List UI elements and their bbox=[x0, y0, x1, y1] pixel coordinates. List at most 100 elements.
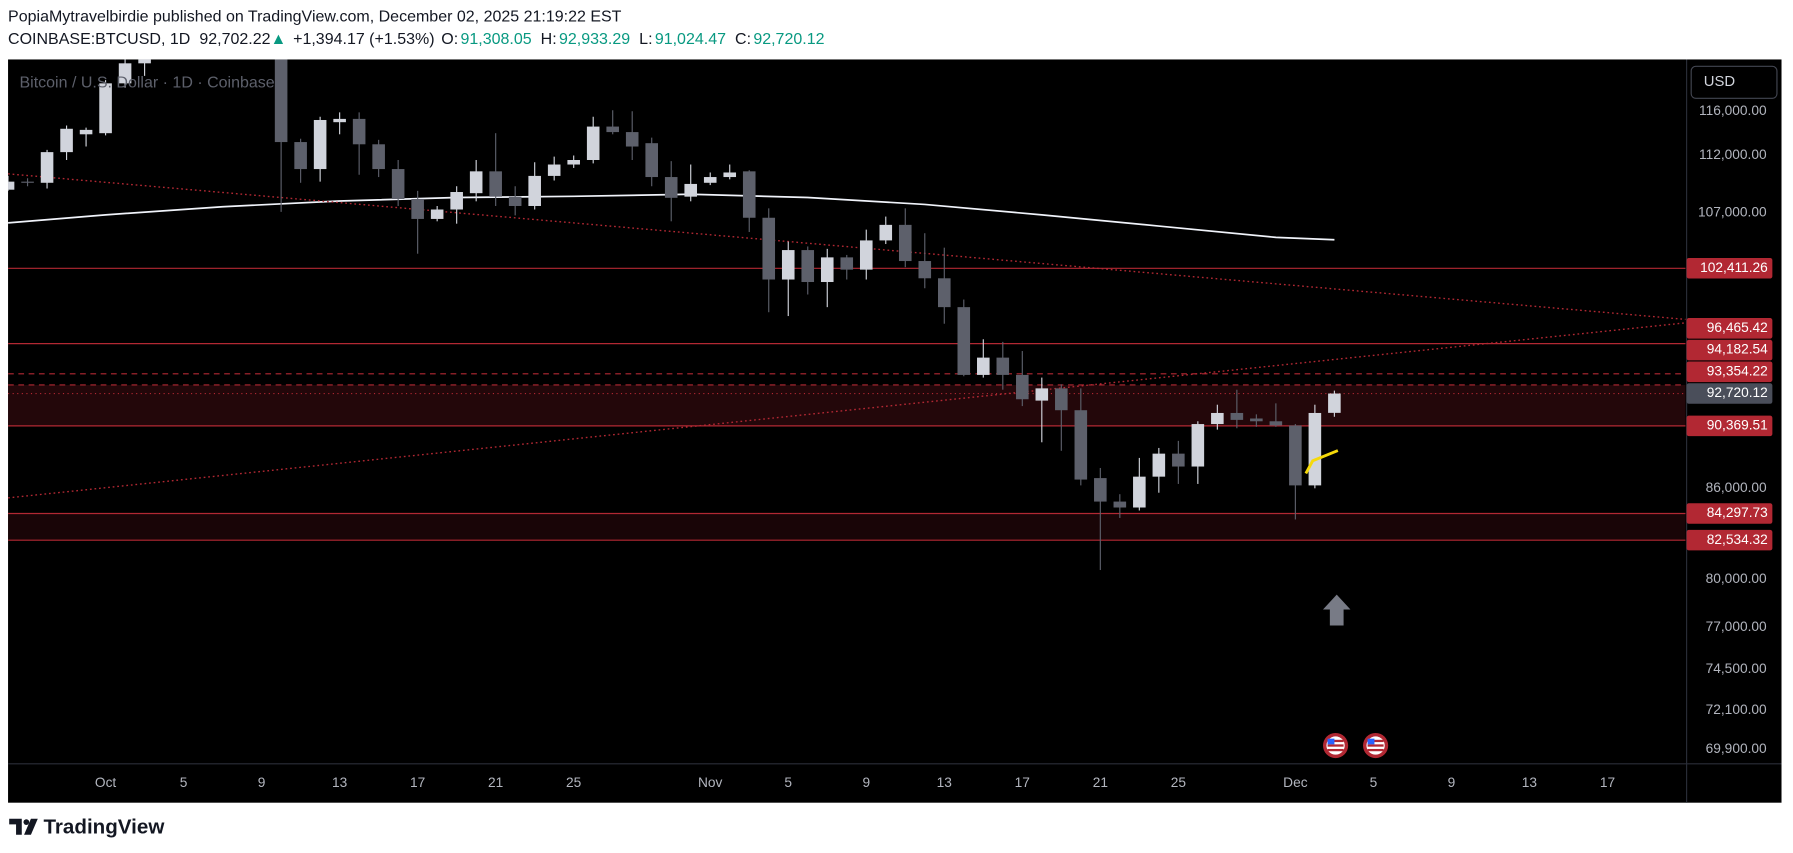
price-level-label-bg bbox=[1686, 415, 1773, 437]
candle-body bbox=[8, 181, 15, 190]
candle-body bbox=[469, 171, 483, 194]
candle-body bbox=[528, 175, 541, 206]
event-flag[interactable] bbox=[1323, 732, 1349, 759]
candle-body bbox=[40, 152, 54, 183]
candle-body bbox=[1250, 418, 1263, 422]
candle-body bbox=[1152, 453, 1166, 477]
x-tick-label: 25 bbox=[566, 775, 582, 790]
ohlc-value: 92,933.29 bbox=[559, 31, 630, 48]
candle-body bbox=[450, 192, 463, 210]
x-tick-label: 17 bbox=[1600, 775, 1615, 790]
candle-body bbox=[898, 224, 912, 262]
candle-body bbox=[1308, 412, 1322, 486]
trendline bbox=[8, 322, 1686, 499]
brand-name: TradingView bbox=[44, 815, 166, 838]
candle-body bbox=[430, 209, 444, 219]
price-level-label: 94,182.54 bbox=[1707, 342, 1768, 357]
candle-body bbox=[840, 257, 854, 270]
ohlc-key: L: bbox=[639, 31, 652, 48]
x-tick-label: 5 bbox=[1370, 775, 1378, 790]
price-level-label-bg bbox=[1686, 318, 1773, 339]
price-level-label-bg bbox=[1686, 361, 1773, 383]
currency-label: USD bbox=[1704, 74, 1736, 90]
candle-body bbox=[879, 224, 893, 241]
y-tick-label: 69,900.00 bbox=[1706, 741, 1767, 756]
candle-body bbox=[664, 177, 678, 198]
candle-body bbox=[1230, 412, 1244, 420]
candle-body bbox=[1269, 421, 1283, 426]
ohlc-value: 91,308.05 bbox=[460, 31, 531, 48]
candle-body bbox=[567, 159, 580, 165]
candle-body bbox=[489, 171, 502, 197]
x-tick-label: 9 bbox=[862, 775, 870, 790]
candle-body bbox=[1191, 424, 1205, 467]
price-level-label-bg bbox=[1686, 529, 1773, 551]
ohlc-key: C: bbox=[735, 31, 751, 48]
candle-body bbox=[586, 126, 600, 160]
y-tick-label: 74,500.00 bbox=[1706, 661, 1767, 676]
x-tick-label: 17 bbox=[410, 775, 425, 790]
x-tick-label: 5 bbox=[784, 775, 792, 790]
plot bbox=[8, 59, 1686, 571]
candle-body bbox=[1211, 412, 1224, 425]
candle-body bbox=[118, 63, 132, 84]
candle-body bbox=[645, 143, 659, 178]
candle-body bbox=[1074, 410, 1088, 480]
x-tick-label: 9 bbox=[258, 775, 266, 790]
price-level-label: 84,297.73 bbox=[1707, 505, 1768, 520]
candle-body bbox=[99, 83, 112, 134]
y-tick-label: 77,000.00 bbox=[1706, 619, 1767, 634]
candle-body bbox=[79, 129, 93, 135]
candle-body bbox=[1328, 393, 1341, 413]
candle-body bbox=[508, 196, 522, 206]
candle-body bbox=[60, 128, 73, 153]
candle-body bbox=[1094, 478, 1107, 502]
chart-panel bbox=[8, 59, 1782, 803]
candle-body bbox=[820, 257, 834, 283]
candle-body bbox=[1016, 374, 1029, 400]
candle-body bbox=[1113, 501, 1127, 508]
price-level-label: 96,465.42 bbox=[1707, 320, 1768, 335]
x-tick-label: Oct bbox=[95, 775, 117, 790]
change: +1,394.17 (+1.53%) bbox=[293, 31, 434, 48]
price-level-label-bg bbox=[1686, 257, 1773, 279]
candle-body bbox=[547, 164, 561, 176]
x-tick-label: Dec bbox=[1283, 775, 1308, 790]
y-tick-label: 80,000.00 bbox=[1706, 571, 1767, 586]
x-tick-label: 17 bbox=[1015, 775, 1030, 790]
candle-body bbox=[703, 177, 717, 183]
chart-legend: Bitcoin / U.S. Dollar · 1D · Coinbase bbox=[19, 75, 274, 92]
candle-body bbox=[801, 250, 815, 283]
candle-body bbox=[274, 59, 288, 143]
brand-logo bbox=[9, 818, 38, 835]
candle-body bbox=[1172, 453, 1185, 467]
price-level-label-bg bbox=[1686, 503, 1773, 524]
candle-body bbox=[1289, 425, 1302, 486]
candle-body bbox=[977, 357, 990, 375]
candle-body bbox=[781, 250, 795, 280]
candle-body bbox=[684, 183, 698, 197]
y-tick-label: 112,000.00 bbox=[1699, 147, 1767, 162]
price-level-label: 92,720.12 bbox=[1707, 385, 1768, 400]
price-level-label: 82,534.32 bbox=[1707, 532, 1768, 547]
price-zone bbox=[8, 513, 1686, 541]
price-level-label-bg bbox=[1686, 339, 1773, 361]
event-flag[interactable] bbox=[1363, 732, 1389, 759]
brush-drawing bbox=[1304, 449, 1339, 475]
ohlc-key: H: bbox=[541, 31, 557, 48]
candle-body bbox=[294, 142, 307, 170]
candle-body bbox=[918, 261, 932, 279]
candle-body bbox=[1035, 388, 1049, 401]
ohlc-key: O: bbox=[441, 31, 458, 48]
trendline bbox=[8, 173, 1686, 321]
x-tick-label: 21 bbox=[1093, 775, 1108, 790]
candle-body bbox=[1133, 476, 1146, 508]
candle-body bbox=[138, 59, 151, 64]
candle-body bbox=[625, 132, 639, 147]
y-tick-label: 107,000.00 bbox=[1698, 205, 1767, 220]
change-arrow: ▲ bbox=[271, 31, 287, 48]
candle-body bbox=[742, 171, 756, 218]
publish-line: PopiaMytravelbirdie published on Trading… bbox=[8, 8, 622, 25]
currency-button[interactable] bbox=[1690, 65, 1778, 99]
